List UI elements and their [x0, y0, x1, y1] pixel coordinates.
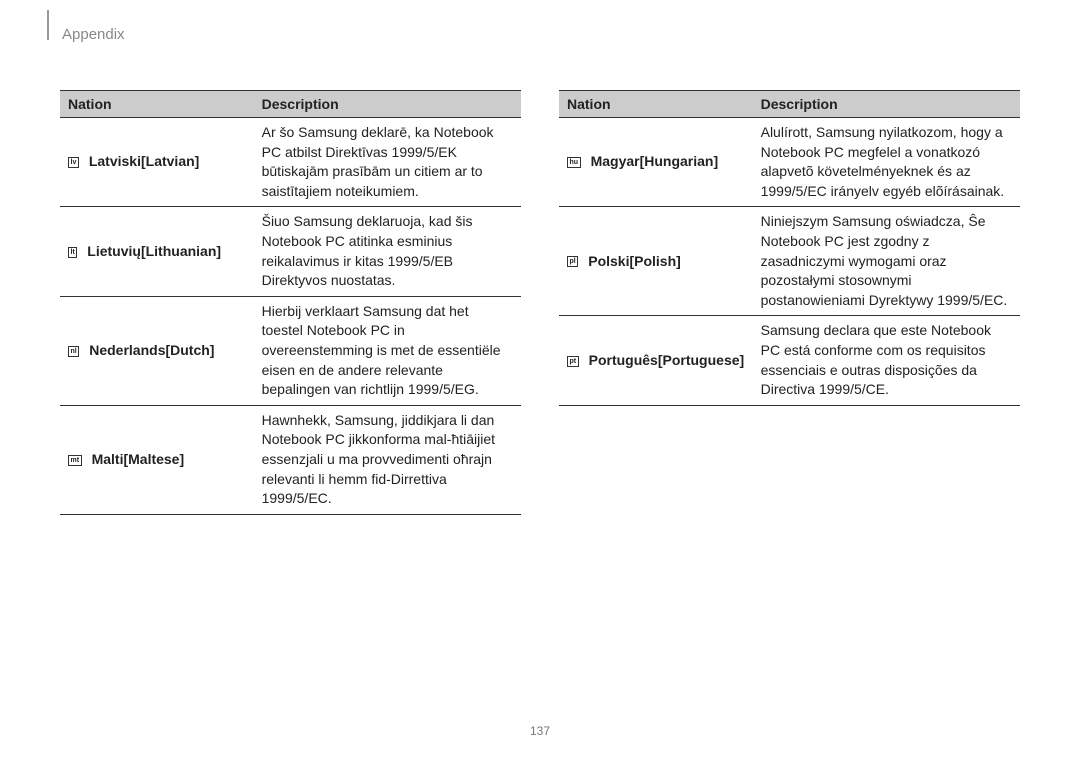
language-name: Nederlands[Dutch] [89, 342, 214, 358]
description-cell: Niniejszym Samsung oświadcza, Ŝe Noteboo… [753, 207, 1020, 316]
description-cell: Hierbij verklaart Samsung dat het toeste… [254, 296, 521, 405]
language-name: Português[Portuguese] [589, 352, 745, 368]
language-cell: pt Português[Portuguese] [559, 316, 753, 405]
page-number: 137 [530, 724, 550, 738]
table-row: mt Malti[Maltese] Hawnhekk, Samsung, jidd… [60, 405, 521, 514]
language-name: Magyar[Hungarian] [591, 153, 719, 169]
declaration-table-left: Nation Description lv Latviski[Latvian] A… [60, 90, 521, 515]
table-row: lv Latviski[Latvian] Ar šo Samsung deklar… [60, 118, 521, 207]
language-cell: hu Magyar[Hungarian] [559, 118, 753, 207]
language-name: Malti[Maltese] [92, 451, 185, 467]
language-name: Lietuvių[Lithuanian] [87, 243, 221, 259]
table-row: hu Magyar[Hungarian] Alulírott, Samsung n… [559, 118, 1020, 207]
description-cell: Hawnhekk, Samsung, jiddikjara li dan Not… [254, 405, 521, 514]
language-cell: nl Nederlands[Dutch] [60, 296, 254, 405]
content-columns: Nation Description lv Latviski[Latvian] A… [60, 90, 1020, 515]
language-cell: mt Malti[Maltese] [60, 405, 254, 514]
col-header-description: Description [753, 91, 1020, 118]
lang-code-icon: lv [68, 157, 79, 168]
description-cell: Šiuo Samsung deklaruoja, kad šis Noteboo… [254, 207, 521, 296]
language-cell: lv Latviski[Latvian] [60, 118, 254, 207]
lang-code-icon: pl [567, 256, 578, 267]
language-cell: lt Lietuvių[Lithuanian] [60, 207, 254, 296]
col-header-description: Description [254, 91, 521, 118]
header-divider [47, 10, 49, 40]
table-row: nl Nederlands[Dutch] Hierbij verklaart Sa… [60, 296, 521, 405]
lang-code-icon: nl [68, 346, 79, 357]
description-cell: Alulírott, Samsung nyilatkozom, hogy a N… [753, 118, 1020, 207]
left-column: Nation Description lv Latviski[Latvian] A… [60, 90, 521, 515]
lang-code-icon: pt [567, 356, 579, 367]
table-row: pt Português[Portuguese] Samsung declara … [559, 316, 1020, 405]
description-cell: Samsung declara que este Notebook PC est… [753, 316, 1020, 405]
language-cell: pl Polski[Polish] [559, 207, 753, 316]
table-row: lt Lietuvių[Lithuanian] Šiuo Samsung dekl… [60, 207, 521, 296]
declaration-table-right: Nation Description hu Magyar[Hungarian] A… [559, 90, 1020, 406]
lang-code-icon: mt [68, 455, 82, 466]
language-name: Latviski[Latvian] [89, 153, 199, 169]
language-name: Polski[Polish] [588, 253, 681, 269]
lang-code-icon: lt [68, 247, 77, 258]
table-row: pl Polski[Polish] Niniejszym Samsung oświ… [559, 207, 1020, 316]
col-header-nation: Nation [60, 91, 254, 118]
right-column: Nation Description hu Magyar[Hungarian] A… [559, 90, 1020, 515]
description-cell: Ar šo Samsung deklarē, ka Notebook PC at… [254, 118, 521, 207]
page-header: Appendix [62, 26, 125, 43]
lang-code-icon: hu [567, 157, 581, 168]
col-header-nation: Nation [559, 91, 753, 118]
